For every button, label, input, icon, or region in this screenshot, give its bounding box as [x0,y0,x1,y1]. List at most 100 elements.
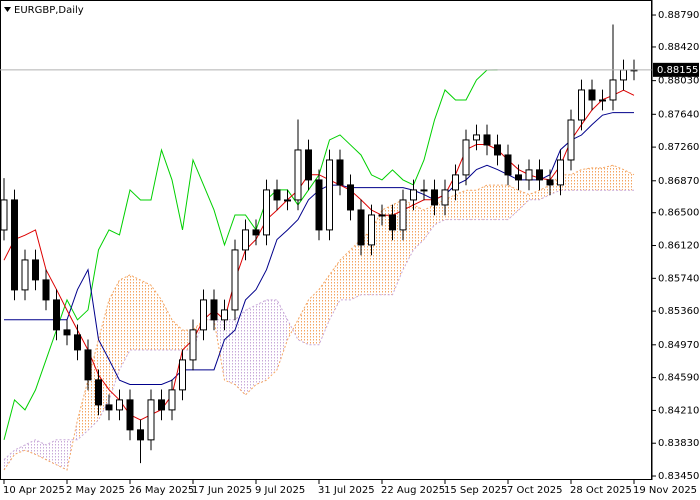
y-tick-label: 0.83450 [658,471,699,482]
y-tick-label: 0.84210 [658,405,699,416]
cloud-segment [46,439,57,465]
candle-body [284,199,291,202]
candle-body [231,249,239,311]
cloud-segment [119,274,130,370]
y-tick-label: 0.87640 [658,109,699,120]
candle-body [242,229,249,251]
y-tick-label: 0.87260 [658,142,699,153]
y-tick-label: 0.88420 [658,42,699,53]
x-tick-label: 26 May 2025 [129,485,194,496]
cloud [3,164,635,471]
x-tick-label: 28 Oct 2025 [570,485,632,496]
candle-body [95,379,102,406]
cloud-segment [35,439,46,460]
candle-body [273,189,281,201]
cloud-segment [340,249,351,300]
candle-body [420,189,428,192]
cloud-segment [424,204,435,240]
y-tick-label: 0.88030 [658,76,699,87]
candle-body [483,134,491,146]
candle-body [179,359,186,391]
cloud-segment [88,339,99,431]
candle-body [263,189,270,236]
cloud-segment [224,319,235,385]
candle-body [158,399,165,411]
candle-body [32,259,39,281]
cloud-segment [434,199,445,225]
candle-body [294,149,302,201]
candle-body [609,79,617,101]
candle-body [0,199,8,231]
candle-body [74,334,81,351]
candle-body [389,214,396,231]
x-tick-label: 19 Nov 2025 [633,485,697,496]
indicator-line [3,69,498,440]
cloud-segment [308,289,319,345]
cloud-span-line [3,164,635,471]
candle-body [200,299,207,331]
cloud-segment [581,167,592,191]
cloud-segment [56,439,67,470]
cloud-segment [529,190,540,200]
candle-body [326,159,333,231]
last-price-label: 0.88155 [657,65,698,76]
candle-body [336,159,344,186]
cloud-segment [214,319,225,381]
cloud-segment [350,239,361,300]
candle-body [221,309,228,321]
cloud-segment [455,190,466,220]
candles [0,24,638,464]
cloud-segment [161,299,172,350]
y-tick-label: 0.84590 [658,373,699,384]
candle-body [210,299,218,321]
candle-body [53,299,60,331]
candle-body [147,399,155,441]
candle-body [515,174,522,181]
candle-body [462,139,470,176]
cloud-segment [109,280,120,401]
cloud-segment [613,165,624,191]
candle-body [252,229,260,236]
candle-body [116,399,123,411]
cloud-segment [592,167,603,191]
candle-body [189,329,197,361]
candle-body [410,189,417,201]
y-tick-label: 0.84970 [658,340,699,351]
candle-body [378,214,386,217]
candle-body [168,389,176,411]
candle-body [126,399,134,431]
y-tick-label: 0.86870 [658,176,699,187]
candle-body [347,184,354,211]
cloud-segment [172,319,183,350]
y-tick-label: 0.88790 [658,10,699,21]
cloud-segment [4,450,15,470]
cloud-segment [487,185,498,220]
x-tick-label: 2 May 2025 [66,485,125,496]
candle-body [137,429,144,441]
x-tick-label: 7 Oct 2025 [507,485,562,496]
last-price-box [653,62,699,77]
cloud-segment [361,229,372,295]
cloud-segment [413,204,424,250]
cloud-segment [518,190,529,211]
x-tick-label: 31 Jul 2025 [318,485,375,496]
candle-body [315,179,323,231]
menu-arrow[interactable] [4,7,11,12]
candle-body [494,144,501,156]
x-tick-label: 17 Jun 2025 [192,485,252,496]
cloud-segment [130,274,141,350]
candle-body [399,199,407,231]
candle-body [105,404,113,411]
candle-body [42,279,50,301]
candle-body [63,329,71,336]
cloud-segment [466,190,477,220]
cloud-segment [508,185,519,220]
cloud-segment [298,299,309,345]
chart-title: EURGBP,Daily [14,5,84,16]
x-tick-label: 22 Aug 2025 [381,485,445,496]
y-tick-label: 0.85360 [658,306,699,317]
y-tick-label: 0.86120 [658,241,699,252]
candle-body [546,179,554,186]
